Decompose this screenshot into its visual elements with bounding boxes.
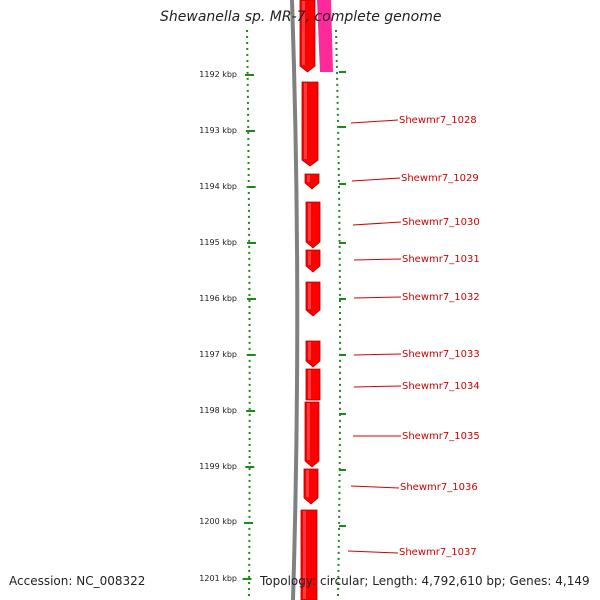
ruler-label: 1201 kbp xyxy=(199,574,237,583)
gene-highlight xyxy=(307,175,310,182)
gene-leader-line xyxy=(351,177,401,182)
gene-highlight xyxy=(308,203,311,241)
gene-label-shewmr7-1031[interactable]: Shewmr7_1031 xyxy=(402,254,480,265)
gene-highlight xyxy=(303,511,306,599)
gene-leader-line xyxy=(347,550,399,554)
gene-highlight xyxy=(308,283,311,309)
ruler-label: 1197 kbp xyxy=(199,350,237,359)
inner-dotted-line xyxy=(246,29,251,597)
gene-highlight xyxy=(308,370,311,399)
gene-leader-line xyxy=(353,385,402,388)
gene-label-shewmr7-1037[interactable]: Shewmr7_1037 xyxy=(399,547,477,558)
gene-label-shewmr7-1030[interactable]: Shewmr7_1030 xyxy=(402,217,480,228)
gene-leader-line xyxy=(350,485,400,489)
gene-highlight xyxy=(306,470,309,497)
outer-dotted-line xyxy=(335,29,342,597)
gene-leader-line xyxy=(353,258,402,261)
gene-highlight xyxy=(307,403,310,460)
genome-backbone xyxy=(290,0,300,600)
accession-text: Accession: NC_008322 xyxy=(9,574,146,588)
gene-highlight xyxy=(302,1,305,65)
gene-label-shewmr7-1034[interactable]: Shewmr7_1034 xyxy=(402,381,480,392)
gene-label-shewmr7-1036[interactable]: Shewmr7_1036 xyxy=(400,482,478,493)
ruler-label: 1193 kbp xyxy=(199,126,237,135)
gene-leader-line xyxy=(353,353,402,356)
gene-label-shewmr7-1028[interactable]: Shewmr7_1028 xyxy=(399,115,477,126)
gene-highlight xyxy=(308,251,311,265)
ruler-label: 1196 kbp xyxy=(199,294,237,303)
gene-label-shewmr7-1032[interactable]: Shewmr7_1032 xyxy=(402,292,480,303)
genome-title: Shewanella sp. MR-7, complete genome xyxy=(160,9,442,25)
ruler-label: 1195 kbp xyxy=(199,238,237,247)
gene-label-shewmr7-1029[interactable]: Shewmr7_1029 xyxy=(401,173,479,184)
gene-highlight xyxy=(304,83,307,159)
ruler-label: 1198 kbp xyxy=(199,406,237,415)
gene-block-other-strand xyxy=(317,0,333,72)
gene-label-shewmr7-1033[interactable]: Shewmr7_1033 xyxy=(402,349,480,360)
gene-highlight xyxy=(308,342,311,360)
gene-leader-line xyxy=(352,221,402,226)
ruler-label: 1192 kbp xyxy=(199,70,237,79)
gene-leader-line xyxy=(353,296,402,299)
ruler-label: 1199 kbp xyxy=(199,462,237,471)
gene-leader-line xyxy=(350,119,399,124)
gene-label-shewmr7-1035[interactable]: Shewmr7_1035 xyxy=(402,431,480,442)
topology-text: Topology: circular; Length: 4,792,610 bp… xyxy=(260,574,590,588)
ruler-label: 1200 kbp xyxy=(199,517,237,526)
ruler-label: 1194 kbp xyxy=(199,182,237,191)
